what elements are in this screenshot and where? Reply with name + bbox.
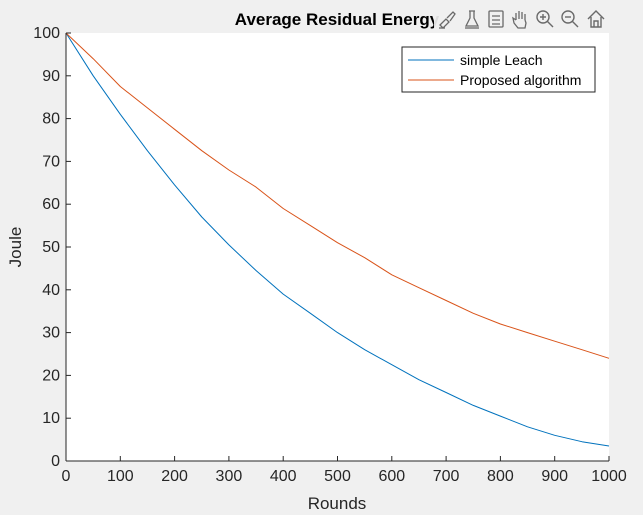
x-tick-label-100: 100 [107, 468, 134, 485]
y-tick-label-30: 30 [42, 325, 60, 342]
y-tick-label-100: 100 [33, 25, 60, 42]
chart-title: Average Residual Energy [235, 10, 440, 29]
legend-toggle-icon[interactable] [486, 9, 506, 29]
y-tick-label-60: 60 [42, 196, 60, 213]
home-icon[interactable] [586, 9, 606, 29]
x-tick-label-1000: 1000 [591, 468, 627, 485]
y-tick-label-10: 10 [42, 410, 60, 427]
ticks-layer: 0 100 200 300 400 500 600 700 800 900 1000 0 10 20 30 4… [33, 25, 627, 485]
y-tick-label-70: 70 [42, 153, 60, 170]
legend[interactable]: simple Leach Proposed algorithm [401, 46, 596, 93]
plot-area [66, 33, 609, 461]
y-tick-label-80: 80 [42, 111, 60, 128]
y-tick-label-90: 90 [42, 68, 60, 85]
axes-toolbar [434, 7, 610, 31]
x-tick-label-700: 700 [433, 468, 460, 485]
x-tick-label-200: 200 [161, 468, 188, 485]
x-tick-label-800: 800 [487, 468, 514, 485]
x-tick-label-400: 400 [270, 468, 297, 485]
pan-icon[interactable] [510, 9, 530, 29]
brush-icon[interactable] [437, 9, 457, 29]
zoom-in-icon[interactable] [535, 9, 555, 29]
series-layer [65, 32, 610, 447]
zoom-out-icon[interactable] [560, 9, 580, 29]
x-tick-label-600: 600 [378, 468, 405, 485]
x-tick-label-500: 500 [324, 468, 351, 485]
legend-entry-proposed-algorithm: Proposed algorithm [460, 72, 581, 88]
legend-box [401, 46, 596, 93]
y-axis-label: Joule [6, 227, 25, 268]
x-axis-label: Rounds [308, 494, 367, 513]
data-tips-icon[interactable] [462, 9, 482, 29]
x-tick-label-900: 900 [541, 468, 568, 485]
x-tick-label-0: 0 [62, 468, 71, 485]
series-line-proposed-algorithm[interactable] [65, 32, 610, 359]
y-tick-label-20: 20 [42, 367, 60, 384]
series-line-simple-leach[interactable] [65, 32, 610, 447]
y-tick-label-0: 0 [51, 453, 60, 470]
y-tick-label-40: 40 [42, 282, 60, 299]
legend-entry-simple-leach: simple Leach [460, 52, 543, 68]
y-tick-label-50: 50 [42, 239, 60, 256]
x-tick-label-300: 300 [216, 468, 243, 485]
